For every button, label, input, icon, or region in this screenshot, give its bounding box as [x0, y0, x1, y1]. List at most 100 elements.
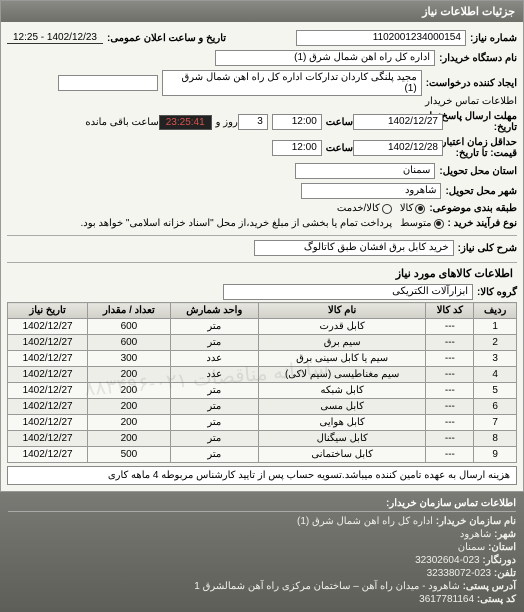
table-cell: ---: [426, 415, 474, 431]
table-row: 7---کابل هواییمتر2001402/12/27: [8, 415, 517, 431]
details-panel: جزئیات اطلاعات نیاز شماره نیاز: 11020012…: [0, 0, 524, 492]
table-cell: 1402/12/27: [8, 335, 88, 351]
table-cell: کابل قدرت: [258, 319, 425, 335]
deadline-send-time-label: ساعت: [326, 117, 353, 128]
table-cell: عدد: [170, 351, 258, 367]
radio-motavaset[interactable]: متوسط: [400, 218, 443, 229]
footer-org-label: نام سازمان خریدار:: [436, 516, 516, 527]
table-cell: کابل مسی: [258, 399, 425, 415]
footer-panel: اطلاعات تماس سازمان خریدار: نام سازمان خ…: [0, 492, 524, 612]
panel-body: شماره نیاز: 1102001234000154 تاریخ و ساع…: [1, 22, 523, 491]
footer-city-value: شاهرود: [460, 529, 492, 540]
radio-dot-icon: [382, 204, 392, 214]
table-cell: متر: [170, 431, 258, 447]
table-cell: کابل شبکه: [258, 383, 425, 399]
table-cell: ---: [426, 383, 474, 399]
col-row: ردیف: [474, 303, 517, 319]
table-cell: متر: [170, 415, 258, 431]
table-cell: 1402/12/27: [8, 399, 88, 415]
col-unit: واحد شمارش: [170, 303, 258, 319]
radio-dot-icon: [415, 204, 425, 214]
table-cell: 1402/12/27: [8, 351, 88, 367]
buyer-contact-label: اطلاعات تماس خریدار: [425, 96, 517, 107]
table-cell: 1402/12/27: [8, 447, 88, 463]
footer-postal-value: 3617781164: [419, 594, 474, 605]
price-valid-time: 12:00: [272, 140, 322, 156]
table-cell: متر: [170, 319, 258, 335]
table-row: 6---کابل مسیمتر2001402/12/27: [8, 399, 517, 415]
col-qty: تعداد / مقدار: [88, 303, 170, 319]
table-cell: ---: [426, 335, 474, 351]
col-date: تاریخ نیاز: [8, 303, 88, 319]
deadline-send-time: 12:00: [272, 114, 322, 130]
footer-org-value: اداره کل راه اهن شمال شرق (1): [297, 516, 433, 527]
group-label: طبقه بندی موضوعی:: [429, 203, 517, 214]
main-desc-label: شرح کلی نیاز:: [458, 243, 517, 254]
requester-label: ایجاد کننده درخواست:: [426, 78, 517, 89]
purchase-type-label: نوع فرآیند خرید :: [448, 218, 517, 229]
deadline-send-date: 1402/12/27: [353, 114, 443, 130]
deadline-days-word: روز و: [216, 117, 238, 128]
radio-kala[interactable]: کالا: [400, 203, 426, 214]
table-cell: متر: [170, 399, 258, 415]
province-label: استان محل تحویل:: [439, 166, 517, 177]
deadline-send-label: مهلت ارسال پاسخ: تا تاریخ:: [447, 111, 517, 133]
table-cell: ---: [426, 319, 474, 335]
table-cell: 7: [474, 415, 517, 431]
goods-section-title: اطلاعات کالاهای مورد نیاز: [7, 262, 517, 282]
table-cell: ---: [426, 367, 474, 383]
table-cell: 3: [474, 351, 517, 367]
buyer-device-value: اداره کل راه اهن شمال شرق (1): [215, 50, 435, 66]
table-cell: متر: [170, 383, 258, 399]
table-cell: کابل سیگنال: [258, 431, 425, 447]
radio-dot-icon: [434, 219, 444, 229]
table-cell: 1402/12/27: [8, 319, 88, 335]
table-cell: 200: [88, 383, 170, 399]
table-cell: 8: [474, 431, 517, 447]
table-cell: ---: [426, 351, 474, 367]
footer-fax-label: تلفن:: [494, 568, 516, 579]
goods-table: ردیف کد کالا نام کالا واحد شمارش تعداد /…: [7, 302, 517, 463]
main-desc-value: خرید کابل برق افشان طبق کاتالوگ: [254, 240, 454, 256]
table-cell: کابل ساختمانی: [258, 447, 425, 463]
purchase-radio-group: متوسط: [400, 218, 443, 229]
table-cell: سیم برق: [258, 335, 425, 351]
panel-title: جزئیات اطلاعات نیاز: [1, 1, 523, 22]
table-row: 9---کابل ساختمانیمتر5001402/12/27: [8, 447, 517, 463]
table-cell: 5: [474, 383, 517, 399]
table-cell: 1402/12/27: [8, 367, 88, 383]
table-cell: 500: [88, 447, 170, 463]
table-cell: کابل هوایی: [258, 415, 425, 431]
footer-fax-value: 023-32338072: [427, 568, 492, 579]
table-container: ردیف کد کالا نام کالا واحد شمارش تعداد /…: [7, 302, 517, 463]
radio-khadamat[interactable]: کالا/خدمت: [337, 203, 392, 214]
table-cell: 1402/12/27: [8, 431, 88, 447]
table-cell: 600: [88, 335, 170, 351]
col-code: کد کالا: [426, 303, 474, 319]
table-row: 1---کابل قدرتمتر6001402/12/27: [8, 319, 517, 335]
col-name: نام کالا: [258, 303, 425, 319]
announce-label: تاریخ و ساعت اعلان عمومی:: [107, 33, 226, 44]
footer-phone-label: دورنگار:: [482, 555, 516, 566]
table-cell: 600: [88, 319, 170, 335]
goods-group-label: گروه کالا:: [477, 287, 517, 298]
buyer-device-label: نام دستگاه خریدار:: [439, 53, 517, 64]
table-cell: 1: [474, 319, 517, 335]
table-row: 3---سیم یا کابل سینی برقعدد3001402/12/27: [8, 351, 517, 367]
table-cell: 9: [474, 447, 517, 463]
table-cell: 1402/12/27: [8, 383, 88, 399]
table-cell: 4: [474, 367, 517, 383]
group-radio-group: کالا کالا/خدمت: [337, 203, 425, 214]
table-cell: عدد: [170, 367, 258, 383]
deadline-days: 3: [238, 114, 268, 130]
table-cell: ---: [426, 431, 474, 447]
footer-title: اطلاعات تماس سازمان خریدار:: [8, 498, 516, 512]
table-cell: 200: [88, 415, 170, 431]
footer-province-value: سمنان: [458, 542, 486, 553]
table-cell: ---: [426, 399, 474, 415]
footer-province-label: استان:: [488, 542, 516, 553]
table-cell: 300: [88, 351, 170, 367]
footer-address-label: آدرس پستی:: [463, 581, 516, 592]
table-cell: سیم مغناطیسی (سیم لاکی): [258, 367, 425, 383]
table-cell: 200: [88, 367, 170, 383]
